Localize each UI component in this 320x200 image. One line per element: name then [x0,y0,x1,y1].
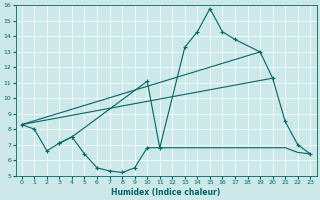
X-axis label: Humidex (Indice chaleur): Humidex (Indice chaleur) [111,188,221,197]
